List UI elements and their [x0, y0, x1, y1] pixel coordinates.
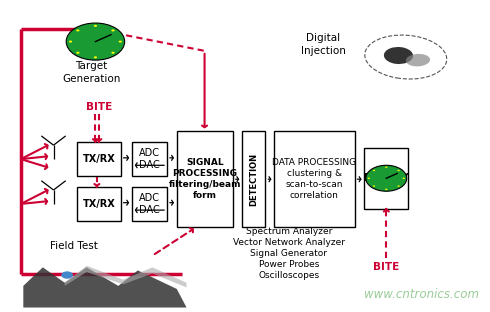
Text: BITE: BITE [86, 101, 112, 111]
Text: Spectrum Analyzer
Vector Network Analyzer
Signal Generator
Power Probes
Oscillos: Spectrum Analyzer Vector Network Analyze… [233, 227, 345, 280]
Ellipse shape [406, 54, 430, 66]
Text: BITE: BITE [373, 262, 399, 272]
FancyBboxPatch shape [132, 142, 167, 176]
Text: ADC
DAC: ADC DAC [139, 148, 160, 170]
Ellipse shape [384, 47, 413, 64]
Circle shape [76, 52, 79, 54]
Circle shape [61, 271, 73, 279]
Circle shape [373, 185, 375, 187]
Text: Field Test: Field Test [49, 241, 98, 251]
Text: Target
Generation: Target Generation [62, 61, 121, 84]
Text: Digital
Injection: Digital Injection [301, 33, 346, 56]
Circle shape [111, 29, 115, 32]
Circle shape [69, 41, 72, 43]
Text: www.cntronics.com: www.cntronics.com [364, 288, 479, 301]
Text: SIGNAL
PROCESSING
filtering/beam
form: SIGNAL PROCESSING filtering/beam form [169, 158, 241, 200]
Text: DISPLAY: DISPLAY [364, 173, 409, 183]
Circle shape [94, 25, 97, 27]
Circle shape [385, 188, 388, 190]
FancyBboxPatch shape [132, 187, 167, 221]
Text: DETECTION: DETECTION [249, 153, 258, 206]
Circle shape [76, 29, 79, 32]
Circle shape [373, 170, 375, 171]
FancyBboxPatch shape [177, 131, 233, 227]
Circle shape [66, 23, 124, 60]
Circle shape [94, 56, 97, 58]
Polygon shape [65, 266, 187, 287]
FancyBboxPatch shape [274, 131, 355, 227]
Circle shape [366, 165, 407, 191]
FancyBboxPatch shape [77, 142, 121, 176]
FancyBboxPatch shape [365, 148, 408, 208]
Text: TX/RX: TX/RX [82, 154, 115, 164]
Circle shape [385, 167, 388, 168]
Text: DATA PROCESSING
clustering &
scan-to-scan
correlation: DATA PROCESSING clustering & scan-to-sca… [272, 158, 357, 200]
Circle shape [397, 170, 400, 171]
Circle shape [119, 41, 122, 43]
Text: TX/RX: TX/RX [82, 199, 115, 209]
Circle shape [368, 178, 370, 179]
Polygon shape [24, 267, 187, 308]
FancyBboxPatch shape [77, 187, 121, 221]
Text: ADC
DAC: ADC DAC [139, 193, 160, 215]
Circle shape [397, 185, 400, 187]
Circle shape [403, 178, 405, 179]
FancyBboxPatch shape [242, 131, 266, 227]
Circle shape [111, 52, 115, 54]
